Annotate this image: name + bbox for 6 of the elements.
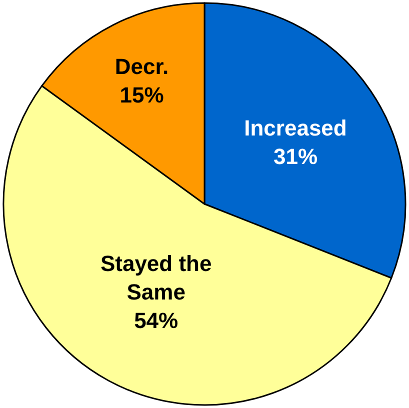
slice-label: Decr. (114, 54, 169, 80)
data-label: 54% (134, 308, 178, 334)
slice-label: Increased (244, 115, 347, 140)
data-label: 31% (273, 144, 318, 169)
data-label: 15% (120, 82, 164, 108)
slice-label: Stayed the Same (100, 250, 212, 305)
